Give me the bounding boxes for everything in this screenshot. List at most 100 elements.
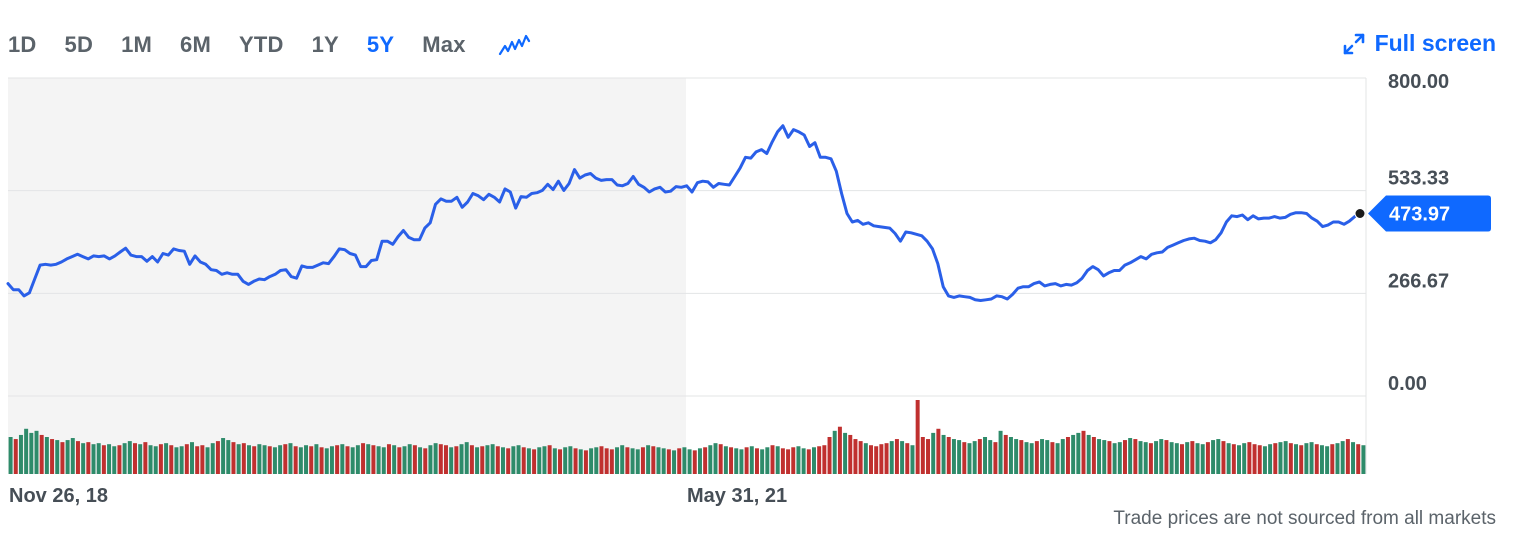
- volume-bar: [760, 449, 765, 474]
- volume-bar: [1050, 442, 1055, 474]
- volume-bar: [319, 447, 324, 474]
- volume-bar: [190, 442, 194, 474]
- volume-bar: [936, 428, 941, 474]
- volume-bar: [983, 437, 988, 474]
- volume-bar: [1226, 443, 1231, 474]
- prior-period-shade: [8, 78, 686, 474]
- volume-bar: [195, 446, 200, 474]
- volume-bar: [1252, 444, 1257, 474]
- volume-bar: [1335, 443, 1340, 474]
- volume-bar: [703, 447, 708, 474]
- volume-bar: [926, 439, 931, 474]
- volume-bar: [889, 441, 894, 474]
- volume-bar: [397, 447, 402, 474]
- volume-bar: [1200, 444, 1205, 474]
- volume-bar: [962, 442, 967, 474]
- volume-bar: [651, 446, 656, 474]
- volume-bar: [869, 445, 873, 474]
- volume-bar: [863, 443, 868, 474]
- volume-bar: [552, 448, 557, 474]
- volume-bar: [272, 447, 277, 474]
- volume-bar: [335, 445, 340, 474]
- volume-bar: [475, 447, 480, 474]
- volume-bar: [931, 432, 936, 474]
- volume-bar: [568, 446, 573, 474]
- fullscreen-button[interactable]: Full screen: [1341, 30, 1496, 57]
- volume-bar: [1143, 442, 1148, 474]
- volume-bar: [1361, 445, 1366, 474]
- volume-bar: [18, 434, 23, 474]
- volume-bar: [231, 442, 236, 474]
- y-tick-label: 533.33: [1388, 168, 1449, 190]
- volume-bar: [656, 447, 661, 474]
- volume-bar: [324, 448, 329, 474]
- volume-bar: [1304, 443, 1309, 474]
- range-1d-button[interactable]: 1D: [8, 32, 37, 57]
- price-line: [6, 124, 1362, 302]
- volume-bar: [754, 448, 759, 474]
- volume-bar: [288, 443, 293, 474]
- range-1y-button[interactable]: 1Y: [311, 32, 339, 57]
- volume-bar: [392, 445, 397, 474]
- volume-bar: [433, 443, 438, 474]
- volume-bar: [511, 446, 516, 474]
- volume-bar: [267, 446, 272, 474]
- fullscreen-label: Full screen: [1374, 30, 1496, 56]
- range-5y-button[interactable]: 5Y: [366, 32, 395, 57]
- volume-bar: [1216, 439, 1221, 474]
- volume-bar: [734, 448, 739, 474]
- volume-bar: [894, 439, 899, 474]
- volume-bar: [247, 445, 252, 474]
- volume-bar: [646, 445, 651, 474]
- range-ytd-button[interactable]: YTD: [239, 32, 284, 57]
- volume-bar: [1273, 443, 1278, 474]
- volume-bar: [1283, 441, 1288, 474]
- volume-bar: [1190, 441, 1195, 474]
- volume-bar: [1045, 440, 1050, 474]
- range-1m-button[interactable]: 1M: [121, 32, 153, 57]
- volume-bar: [1169, 442, 1174, 474]
- y-tick-label: 800.00: [1388, 71, 1449, 93]
- range-5d-button[interactable]: 5D: [64, 32, 94, 57]
- volume-bar: [573, 448, 578, 474]
- volume-bar: [371, 445, 376, 474]
- volume-bar: [179, 446, 184, 474]
- volume-bar: [1345, 439, 1350, 474]
- volume-bar: [60, 442, 65, 474]
- volume-bar: [153, 446, 158, 474]
- current-price-tag: [1368, 195, 1491, 232]
- volume-bar: [666, 449, 671, 474]
- volume-bar: [1309, 442, 1314, 474]
- volume-bar: [169, 445, 174, 474]
- volume-bar: [122, 443, 127, 474]
- volume-bar: [402, 446, 407, 474]
- volume-bar: [8, 437, 13, 474]
- line-chart-icon: [498, 34, 530, 56]
- volume-bar: [55, 440, 60, 474]
- volume-bar: [1294, 444, 1299, 474]
- volume-bar: [910, 445, 915, 474]
- volume-bar: [1076, 432, 1081, 474]
- volume-bar: [506, 448, 511, 474]
- volume-bar: [547, 445, 552, 474]
- volume-bar: [381, 447, 386, 474]
- volume-bar: [262, 445, 267, 474]
- volume-bar: [729, 447, 734, 474]
- volume-bar: [454, 446, 459, 474]
- range-max-button[interactable]: Max: [422, 32, 466, 57]
- volume-bar: [329, 446, 334, 474]
- volume-bar: [1211, 440, 1216, 474]
- volume-bar: [1180, 444, 1184, 474]
- volume-bar: [1122, 440, 1127, 474]
- chart-type-button[interactable]: [498, 30, 534, 60]
- volume-bar: [677, 448, 682, 474]
- volume-bar: [796, 446, 801, 474]
- volume-bar: [91, 444, 96, 474]
- volume-bar: [775, 446, 780, 474]
- volume-bar: [879, 444, 884, 474]
- range-6m-button[interactable]: 6M: [180, 32, 211, 57]
- volume-bar: [532, 449, 537, 474]
- volume-bar: [345, 446, 350, 474]
- volume-bar: [428, 445, 433, 474]
